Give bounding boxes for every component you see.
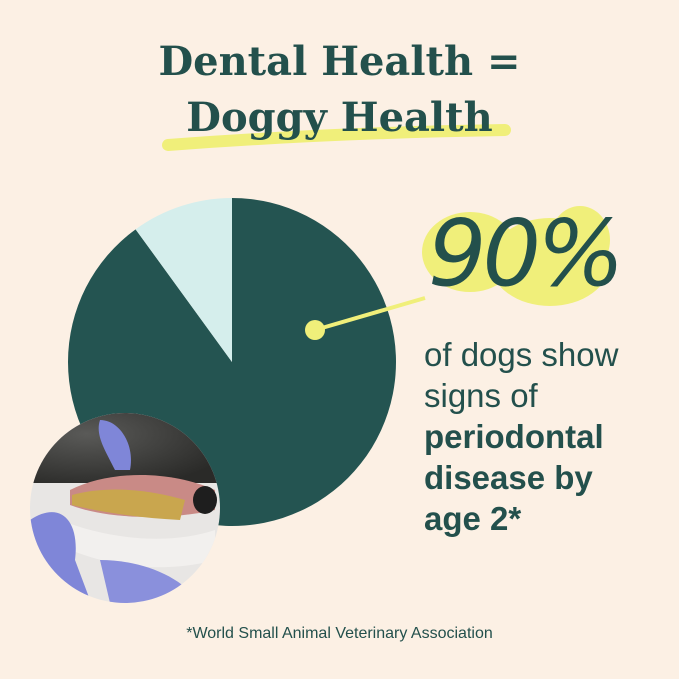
callout-dot (305, 320, 325, 340)
percent-label: 90% (428, 200, 624, 307)
pie-slice (135, 198, 232, 362)
stat-line-2: signs of (424, 377, 538, 414)
stat-line-1: of dogs show (424, 336, 619, 373)
dog-teeth-photo (30, 413, 220, 603)
title-line-2: Doggy Health (186, 94, 493, 141)
footnote: *World Small Animal Veterinary Associati… (186, 625, 493, 642)
stat-bold-3: age 2* (424, 500, 522, 537)
title-highlight (162, 124, 511, 151)
stat-bold-2: disease by (424, 459, 593, 496)
callout-line (314, 296, 426, 332)
percent-highlight-blob (422, 206, 610, 306)
title-line-1: Dental Health = (158, 38, 521, 85)
stat-description: of dogs show signs of periodontal diseas… (424, 334, 674, 539)
stat-bold-1: periodontal (424, 418, 604, 455)
